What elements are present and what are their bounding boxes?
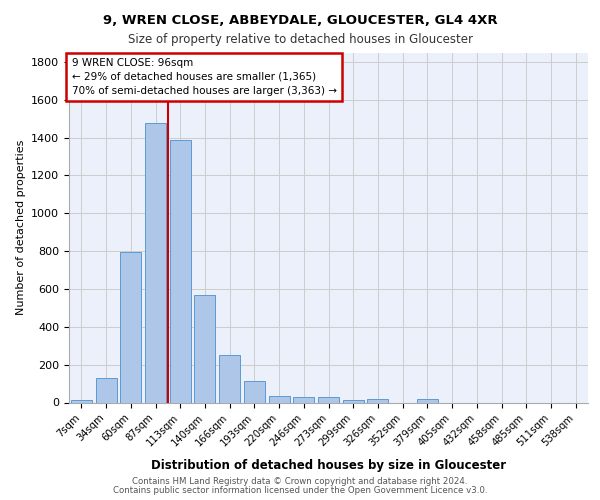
Y-axis label: Number of detached properties: Number of detached properties (16, 140, 26, 315)
Bar (417, 398, 438, 402)
Bar (343, 400, 364, 402)
Text: Size of property relative to detached houses in Gloucester: Size of property relative to detached ho… (128, 32, 473, 46)
Text: Contains public sector information licensed under the Open Government Licence v3: Contains public sector information licen… (113, 486, 487, 495)
Bar (194, 294, 215, 403)
Bar (170, 140, 191, 402)
Bar (71, 400, 92, 402)
Bar (318, 397, 339, 402)
Bar (120, 252, 141, 402)
Text: 9, WREN CLOSE, ABBEYDALE, GLOUCESTER, GL4 4XR: 9, WREN CLOSE, ABBEYDALE, GLOUCESTER, GL… (103, 14, 497, 27)
Bar (269, 396, 290, 402)
Bar (293, 397, 314, 402)
Bar (367, 398, 388, 402)
Bar (219, 355, 240, 403)
X-axis label: Distribution of detached houses by size in Gloucester: Distribution of detached houses by size … (151, 459, 506, 472)
Bar (244, 380, 265, 402)
Text: 9 WREN CLOSE: 96sqm
← 29% of detached houses are smaller (1,365)
70% of semi-det: 9 WREN CLOSE: 96sqm ← 29% of detached ho… (71, 58, 337, 96)
Text: Contains HM Land Registry data © Crown copyright and database right 2024.: Contains HM Land Registry data © Crown c… (132, 478, 468, 486)
Bar (145, 122, 166, 402)
Bar (95, 378, 116, 402)
